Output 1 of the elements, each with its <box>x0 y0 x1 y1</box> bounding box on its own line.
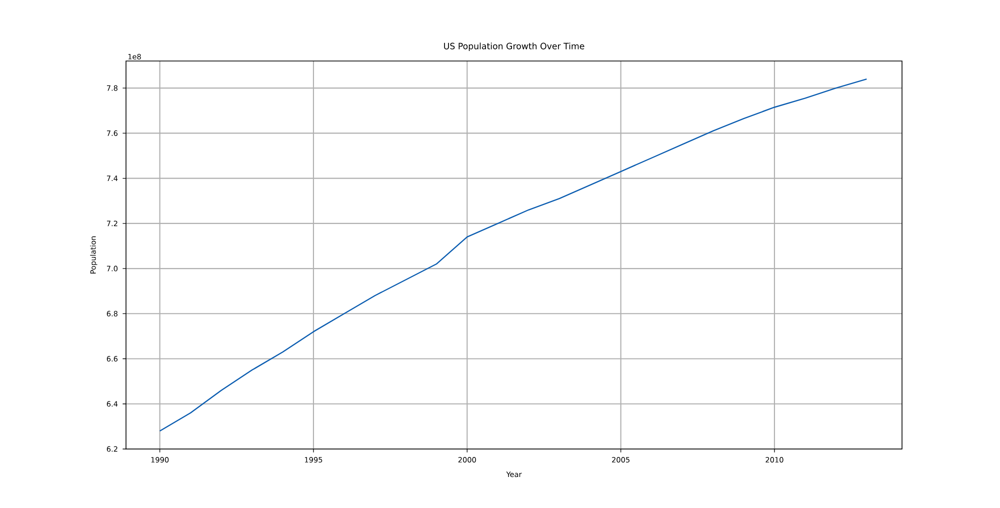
chart-title: US Population Growth Over Time <box>444 42 584 51</box>
